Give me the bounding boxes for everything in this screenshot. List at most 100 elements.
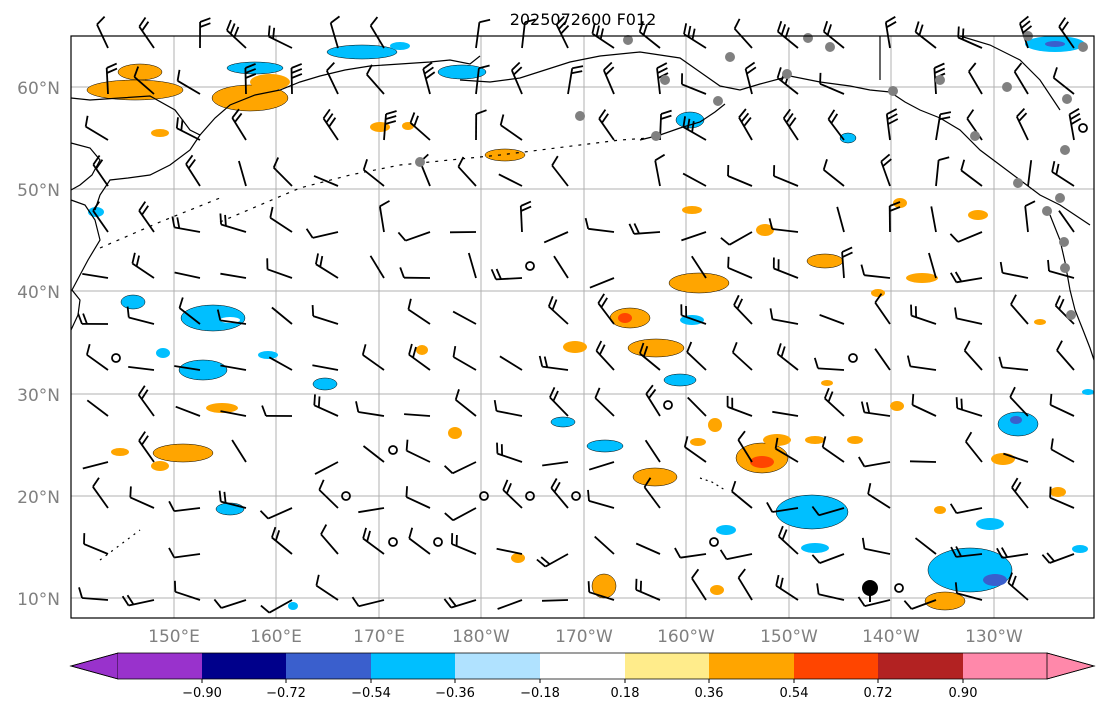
colorbar-tick-4: −0.36 bbox=[435, 686, 475, 701]
map-title: 2025072600 F012 bbox=[510, 10, 657, 29]
wind-barb bbox=[737, 568, 753, 601]
colorbar-segment-5 bbox=[455, 653, 540, 679]
wind-barb bbox=[963, 340, 983, 371]
wind-barb bbox=[777, 525, 799, 555]
wind-barb bbox=[813, 357, 845, 371]
wind-barb bbox=[823, 387, 845, 417]
wind-barb bbox=[351, 596, 385, 608]
wind-barb bbox=[769, 308, 799, 325]
wind-barb bbox=[720, 231, 753, 246]
wind-barb bbox=[238, 160, 247, 187]
wind-barb bbox=[774, 437, 799, 463]
wind-barb bbox=[126, 306, 155, 325]
wind-barb bbox=[493, 399, 523, 417]
wind-barb bbox=[220, 272, 247, 279]
wind-barb bbox=[213, 598, 247, 609]
wind-barb bbox=[220, 364, 247, 371]
wind-barb bbox=[719, 549, 753, 561]
wind-barb bbox=[405, 439, 431, 463]
wind-barb bbox=[499, 355, 523, 371]
wind-barb bbox=[766, 501, 799, 513]
wind-barb bbox=[1068, 108, 1082, 141]
colorbar-ticks: −0.90 −0.72 −0.54 −0.36 −0.18 0.18 0.36 … bbox=[182, 679, 977, 701]
wind-barb bbox=[315, 253, 339, 279]
wind-barb bbox=[910, 304, 937, 325]
colorbar-segment-3 bbox=[286, 653, 371, 679]
lat-label-20: 20°N bbox=[17, 488, 60, 508]
lat-label-30: 30°N bbox=[17, 386, 60, 406]
lon-label-180w: 180°W bbox=[452, 627, 510, 647]
wind-barb bbox=[909, 460, 937, 463]
wind-barb bbox=[827, 109, 845, 141]
calm-markers bbox=[111, 123, 1088, 593]
wind-barb bbox=[541, 599, 569, 602]
wind-barb bbox=[816, 583, 845, 601]
wind-barb bbox=[773, 165, 799, 187]
colorbar-tick-8: 0.54 bbox=[780, 686, 809, 701]
wind-barb bbox=[131, 252, 155, 279]
wind-barb bbox=[84, 115, 109, 141]
lat-label-60: 60°N bbox=[17, 79, 60, 99]
wind-barb bbox=[231, 439, 247, 463]
wind-barb bbox=[628, 223, 661, 235]
wind-barb bbox=[358, 507, 385, 514]
wind-barb bbox=[269, 206, 293, 233]
lat-labels: 60°N 50°N 40°N 30°N 20°N 10°N bbox=[17, 79, 60, 610]
colorbar-extend-high bbox=[1046, 652, 1096, 680]
wind-barb bbox=[454, 389, 477, 417]
colorbar-segment-8 bbox=[709, 653, 794, 679]
wind-barb bbox=[313, 394, 339, 417]
wind-barb bbox=[949, 231, 983, 243]
wind-barb bbox=[567, 65, 584, 95]
wind-barb bbox=[231, 108, 247, 141]
wind-barb bbox=[1010, 294, 1029, 325]
wind-barb bbox=[776, 20, 799, 49]
wind-barb bbox=[1041, 552, 1075, 564]
wind-barb bbox=[244, 63, 257, 95]
wind-barb bbox=[1058, 17, 1075, 49]
colorbar-segment-6 bbox=[540, 653, 625, 679]
wind-barb bbox=[884, 16, 897, 49]
wind-barb bbox=[860, 401, 891, 417]
wind-barb bbox=[587, 581, 615, 601]
wind-barb bbox=[635, 542, 661, 555]
wind-barb bbox=[589, 277, 615, 289]
wind-barb bbox=[1049, 393, 1075, 417]
wind-barb bbox=[821, 436, 845, 463]
wind-barb bbox=[768, 218, 799, 233]
wind-barb bbox=[128, 366, 155, 371]
wind-barb bbox=[687, 396, 707, 417]
lat-label-50: 50°N bbox=[17, 181, 60, 201]
wind-barb bbox=[105, 62, 118, 95]
wind-barb bbox=[635, 578, 661, 601]
wind-barb bbox=[543, 231, 569, 244]
wind-barb bbox=[267, 25, 293, 49]
wind-barb bbox=[199, 17, 211, 49]
wind-barb bbox=[271, 526, 293, 555]
wind-barb bbox=[930, 206, 937, 233]
lon-labels: 150°E 160°E 170°E 180°W 170°W 160°W 150°… bbox=[148, 627, 1023, 647]
wind-barb bbox=[888, 201, 901, 233]
wind-barb bbox=[858, 456, 891, 468]
wind-barb bbox=[409, 112, 431, 141]
wind-barb bbox=[733, 18, 753, 49]
wind-barb bbox=[444, 507, 477, 522]
wind-barb bbox=[137, 385, 155, 417]
colorbar-tick-10: 0.90 bbox=[949, 686, 978, 701]
wind-barb bbox=[176, 69, 201, 95]
wind-barb bbox=[602, 61, 615, 95]
wind-barb bbox=[443, 461, 477, 475]
wind-barb bbox=[597, 293, 615, 325]
colorbar-extend-low bbox=[69, 652, 119, 680]
wind-barb bbox=[82, 461, 109, 470]
wind-barb bbox=[914, 537, 937, 555]
wind-barb bbox=[950, 271, 983, 284]
wind-barb bbox=[138, 201, 155, 233]
wind-barb bbox=[407, 298, 431, 325]
wind-barb bbox=[121, 594, 155, 607]
wind-barb bbox=[312, 364, 339, 371]
wind-barb bbox=[949, 503, 983, 514]
wind-barb bbox=[822, 20, 845, 49]
wind-barb bbox=[644, 439, 661, 463]
wind-barb bbox=[355, 401, 385, 417]
